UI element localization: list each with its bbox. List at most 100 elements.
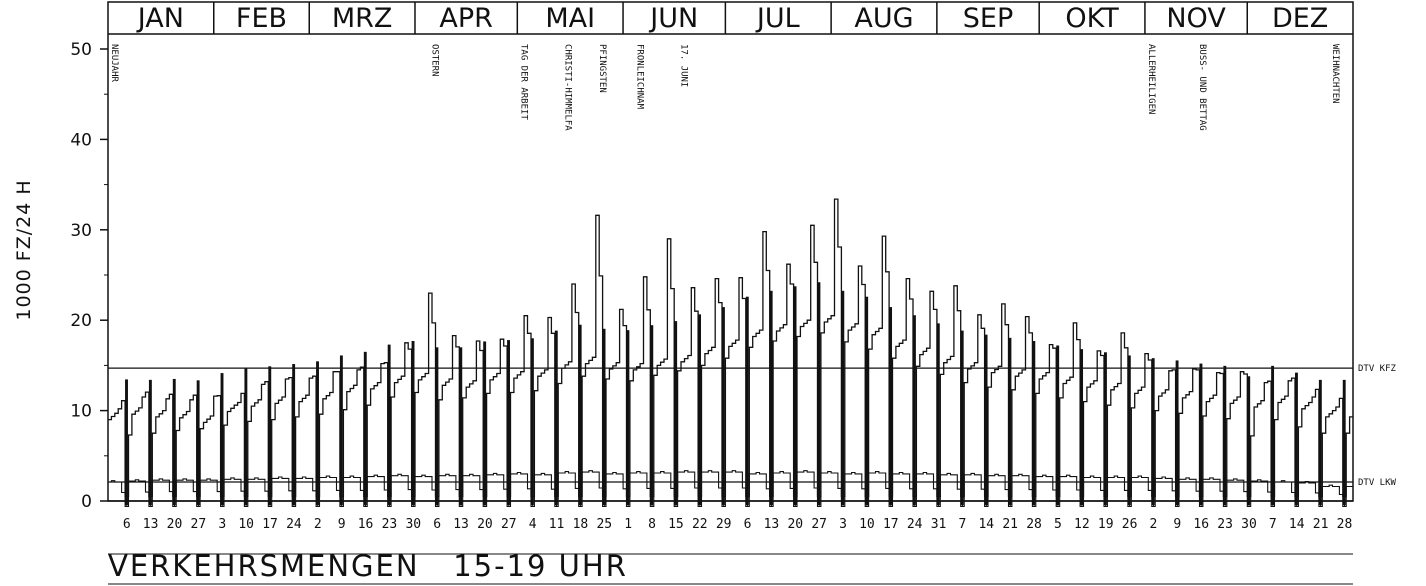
sunday-bar (554, 330, 558, 505)
sunday-bar (172, 378, 176, 505)
sunday-bar (793, 286, 797, 505)
x-tick-label: 2 (314, 517, 322, 532)
sunday-bar (1104, 352, 1107, 505)
reference-line-label: DTV KFZ (1358, 364, 1397, 374)
x-tick-label: 14 (1289, 517, 1305, 532)
x-tick-label: 20 (477, 517, 493, 532)
x-tick-label: 7 (1269, 517, 1277, 532)
sunday-bar (602, 328, 606, 505)
sunday-bar (1271, 365, 1275, 505)
x-tick-label: 10 (859, 517, 875, 532)
x-tick-label: 1 (624, 517, 632, 532)
x-tick-label: 19 (1098, 517, 1114, 532)
x-tick-label: 22 (692, 517, 708, 532)
sunday-bar (125, 379, 128, 505)
holiday-label: FRONLEICHNAM (634, 44, 644, 110)
holiday-label: CHRISTI-HIMMELFA (563, 44, 573, 131)
x-tick-label: 13 (453, 517, 469, 532)
x-tick-label: 31 (931, 517, 947, 532)
sunday-bar (889, 307, 893, 505)
x-tick-label: 23 (1217, 517, 1233, 532)
sunday-bar (363, 351, 367, 505)
sunday-bar (721, 307, 725, 505)
y-tick-label: 40 (70, 130, 92, 150)
sunday-bar (1008, 337, 1012, 505)
x-tick-label: 27 (501, 517, 517, 532)
sunday-bar (220, 373, 224, 505)
month-label-jan: JAN (136, 3, 184, 34)
sunday-bar (1199, 363, 1203, 505)
sunday-bar (769, 290, 773, 505)
sunday-bar (244, 368, 248, 505)
holiday-label: TAG DER ARBEIT (518, 44, 528, 120)
reference-line-label: DTV LKW (1358, 478, 1397, 488)
x-tick-label: 9 (338, 517, 346, 532)
x-tick-label: 16 (358, 517, 374, 532)
x-tick-label: 23 (382, 517, 398, 532)
x-tick-label: 6 (123, 517, 131, 532)
sunday-bar (1295, 372, 1298, 505)
x-tick-label: 3 (218, 517, 226, 532)
month-label-mrz: MRZ (332, 3, 393, 34)
holiday-label: ALLERHEILIGEN (1146, 44, 1156, 114)
month-label-dez: DEZ (1272, 3, 1328, 34)
sunday-bar (1342, 379, 1346, 505)
y-axis-label: 1000 FZ/24 H (13, 179, 35, 320)
x-tick-label: 21 (1313, 517, 1329, 532)
sunday-bar (841, 290, 845, 505)
x-tick-label: 15 (668, 517, 684, 532)
month-label-sep: SEP (963, 3, 1013, 34)
x-tick-label: 20 (167, 517, 183, 532)
sunday-bar (650, 325, 654, 505)
sunday-bar (1032, 340, 1036, 505)
holiday-label: PFINGSTEN (597, 44, 607, 93)
x-tick-label: 26 (1122, 517, 1138, 532)
chart-title: VERKEHRSMENGEN 15-19 UHR (108, 549, 628, 583)
y-tick-label: 10 (70, 402, 92, 422)
sunday-bar (1151, 358, 1155, 505)
x-tick-label: 14 (978, 517, 994, 532)
holiday-label: OSTERN (430, 44, 440, 77)
x-tick-label: 2 (1150, 517, 1158, 532)
x-tick-label: 3 (839, 517, 847, 532)
x-tick-label: 6 (744, 517, 752, 532)
y-tick-label: 50 (70, 40, 92, 60)
x-tick-label: 24 (907, 517, 923, 532)
month-label-apr: APR (439, 3, 493, 34)
sunday-bar (578, 324, 582, 505)
holiday-label: NEUJAHR (109, 44, 119, 83)
x-tick-label: 20 (787, 517, 803, 532)
sunday-bar (936, 323, 940, 505)
sunday-bar (1056, 345, 1060, 505)
x-tick-label: 10 (238, 517, 254, 532)
sunday-bar (1318, 379, 1322, 505)
sunday-bar (435, 347, 439, 505)
x-tick-label: 12 (1074, 517, 1090, 532)
holiday-label: BUSS- UND BETTAG (1197, 44, 1207, 131)
x-tick-label: 28 (1337, 517, 1353, 532)
sunday-bar (674, 321, 678, 505)
x-tick-label: 25 (596, 517, 612, 532)
sunday-bar (196, 380, 200, 505)
sunday-bar (148, 379, 152, 505)
x-tick-label: 13 (143, 517, 159, 532)
x-tick-label: 11 (549, 517, 565, 532)
sunday-bar (817, 282, 821, 505)
x-tick-label: 13 (764, 517, 780, 532)
x-tick-label: 30 (1241, 517, 1257, 532)
x-tick-label: 29 (716, 517, 732, 532)
x-tick-label: 5 (1054, 517, 1062, 532)
sunday-bar (507, 340, 510, 505)
sunday-bar (268, 366, 272, 505)
holiday-label: 17. JUNI (679, 44, 689, 87)
month-label-nov: NOV (1166, 3, 1226, 34)
x-tick-label: 27 (191, 517, 207, 532)
x-tick-label: 21 (1002, 517, 1018, 532)
x-tick-label: 7 (959, 517, 967, 532)
sunday-bar (530, 338, 534, 505)
x-tick-label: 6 (433, 517, 441, 532)
month-label-mai: MAI (545, 3, 595, 34)
sunday-bar (459, 347, 463, 505)
